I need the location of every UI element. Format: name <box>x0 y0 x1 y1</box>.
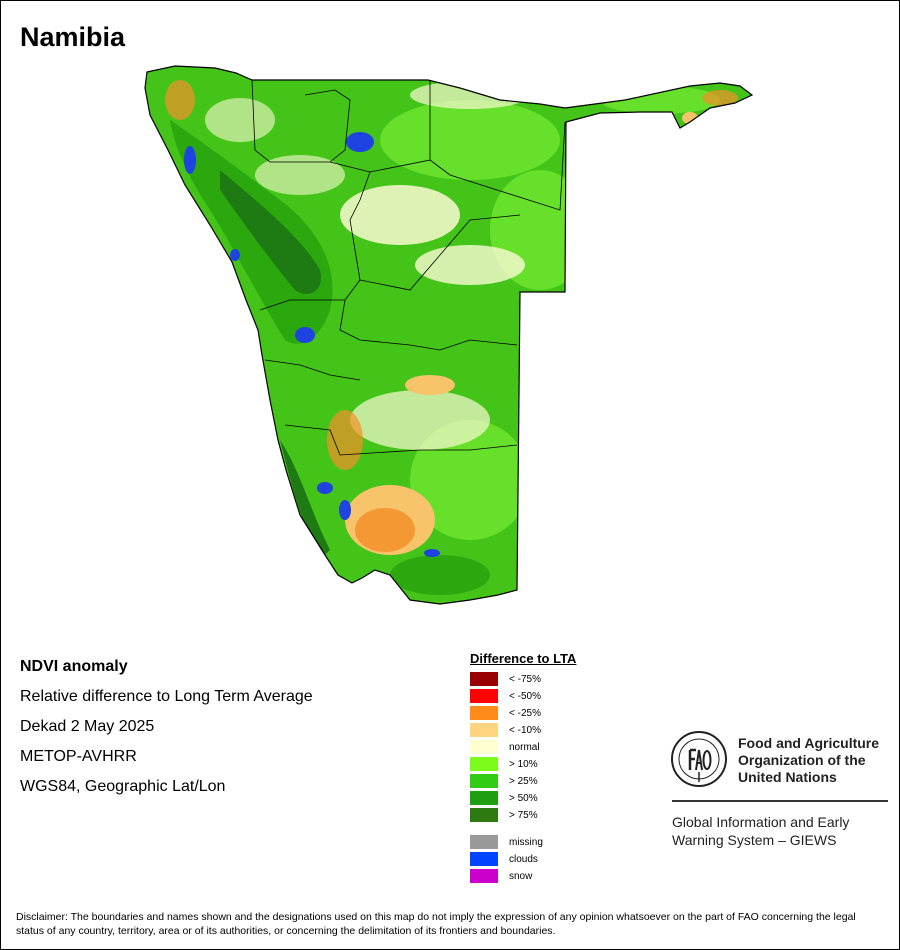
strong-negative-anomaly <box>355 508 415 552</box>
cloud-patch <box>295 327 315 343</box>
legend-label: < -10% <box>509 724 541 736</box>
legend-label: > 10% <box>509 758 538 770</box>
greener-patch <box>380 100 560 180</box>
legend-label: < -50% <box>509 690 541 702</box>
system-name: Global Information and Early Warning Sys… <box>672 813 892 849</box>
negative-anomaly-zone <box>405 375 455 395</box>
high-anomaly-zone <box>390 555 490 595</box>
cloud-patch <box>317 482 333 494</box>
normal-area <box>340 185 460 245</box>
legend-swatch <box>470 689 498 703</box>
region-boundary <box>429 121 566 211</box>
product-date: Dekad 2 May 2025 <box>20 718 155 735</box>
strong-negative-anomaly <box>327 410 363 470</box>
normal-area <box>410 81 530 109</box>
region-boundaries <box>251 79 566 456</box>
strong-negative-anomaly <box>165 80 195 120</box>
legend-label: missing <box>509 836 543 848</box>
map-info: NDVI anomaly Relative difference to Long… <box>20 656 313 806</box>
legend-label: normal <box>509 741 540 753</box>
legend-label: > 50% <box>509 792 538 804</box>
legend-item: missing <box>470 835 543 849</box>
org-name-line: Food and Agriculture <box>738 735 880 751</box>
very-high-anomaly-zone <box>280 440 330 560</box>
normal-area <box>350 390 490 450</box>
legend-item: clouds <box>470 852 538 866</box>
system-name-line: Warning System – GIEWS <box>672 832 837 848</box>
legend: Difference to LTA < -75% < -50% < -25% < -1… <box>470 651 577 883</box>
region-boundary <box>359 214 521 291</box>
legend-item: snow <box>470 869 532 883</box>
divider <box>672 800 888 802</box>
legend-title: Difference to LTA <box>470 651 577 666</box>
sensor-name: METOP-AVHRR <box>20 748 137 765</box>
legend-swatch <box>470 791 498 805</box>
greener-patch <box>600 86 720 114</box>
product-description: Relative difference to Long Term Average <box>20 688 313 705</box>
legend-item: < -25% <box>470 706 541 720</box>
legend-label: < -75% <box>509 673 541 685</box>
legend-swatch <box>470 852 498 866</box>
fao-logo <box>671 731 727 787</box>
region-boundary <box>264 359 361 381</box>
legend-label: > 25% <box>509 775 538 787</box>
normal-area <box>205 98 275 142</box>
legend-label: snow <box>509 870 533 882</box>
cloud-patch <box>424 549 440 557</box>
legend-swatch <box>470 835 498 849</box>
normal-area <box>415 245 525 285</box>
legend-item: > 10% <box>470 757 538 771</box>
region-boundary <box>339 299 518 351</box>
disclaimer: Disclaimer: The boundaries and names sho… <box>16 911 856 937</box>
strong-negative-anomaly <box>702 90 738 106</box>
cloud-patch <box>230 249 240 261</box>
product-name: NDVI anomaly <box>20 658 128 675</box>
system-name-line: Global Information and Early <box>672 814 850 830</box>
legend-label: < -25% <box>509 707 541 719</box>
legend-swatch <box>470 723 498 737</box>
cloud-patch <box>184 146 196 174</box>
legend-swatch <box>470 740 498 754</box>
legend-item: < -10% <box>470 723 541 737</box>
legend-item: > 50% <box>470 791 538 805</box>
projection: WGS84, Geographic Lat/Lon <box>20 778 226 795</box>
legend-swatch <box>470 774 498 788</box>
legend-swatch <box>470 706 498 720</box>
legend-swatch <box>470 757 498 771</box>
legend-item: > 75% <box>470 808 538 822</box>
ndvi-layer <box>145 66 752 604</box>
normal-area <box>255 155 345 195</box>
legend-label: clouds <box>509 853 538 865</box>
legend-item: < -75% <box>470 672 541 686</box>
legend-item: < -50% <box>470 689 541 703</box>
organization-name: Food and Agriculture Organization of the… <box>738 735 898 786</box>
legend-swatch <box>470 869 498 883</box>
region-boundary <box>304 89 351 163</box>
cloud-patch <box>346 132 374 152</box>
legend-item: > 25% <box>470 774 538 788</box>
legend-item: normal <box>470 740 540 754</box>
very-high-anomaly-zone <box>220 170 321 294</box>
legend-swatch <box>470 672 498 686</box>
org-name-line: Organization of the <box>738 752 866 768</box>
cloud-patch <box>339 500 351 520</box>
legend-label: > 75% <box>509 809 538 821</box>
namibia-map <box>144 65 753 605</box>
legend-swatch <box>470 808 498 822</box>
org-name-line: United Nations <box>738 769 837 785</box>
map-title: Namibia <box>20 22 126 52</box>
region-boundary <box>284 424 518 456</box>
